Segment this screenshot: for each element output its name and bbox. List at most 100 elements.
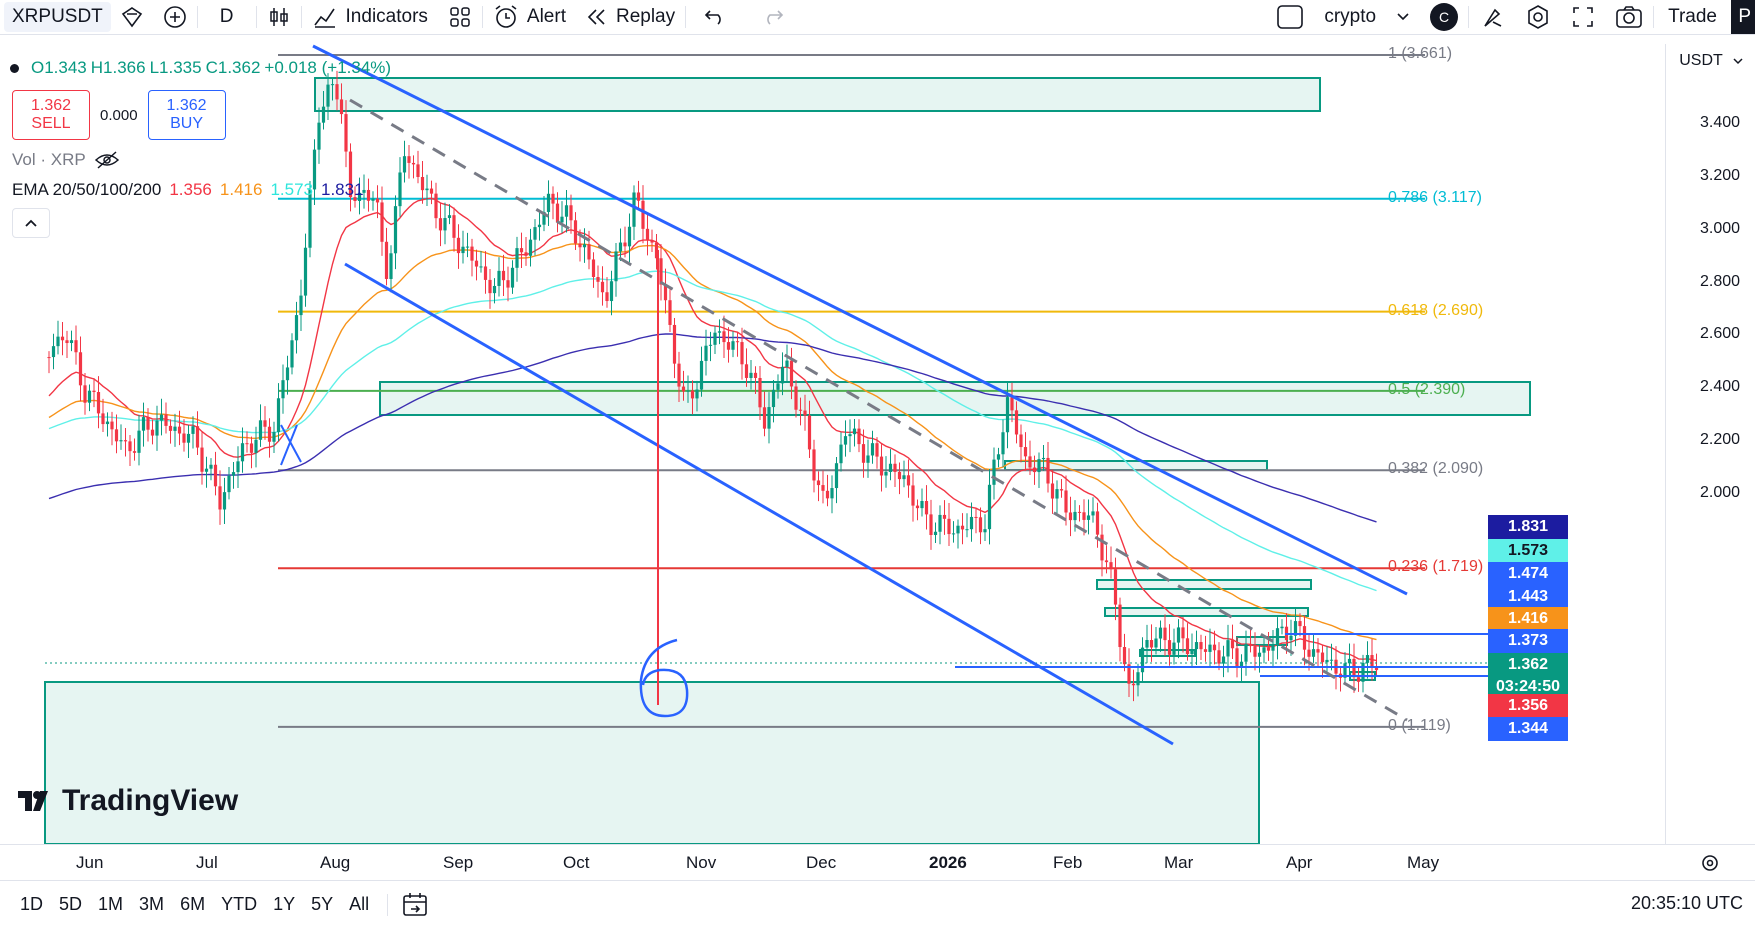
goto-date-button[interactable]: [388, 892, 442, 918]
tradingview-logo: TradingView: [16, 784, 238, 818]
replay-button[interactable]: Replay: [576, 0, 685, 34]
range-button-5d[interactable]: 5D: [59, 894, 83, 914]
candle-body: [834, 463, 839, 489]
candle-body: [618, 242, 623, 252]
chevron-down-icon[interactable]: [1386, 0, 1420, 34]
candle-body: [137, 430, 141, 453]
range-button-5y[interactable]: 5Y: [311, 894, 334, 914]
publish-button[interactable]: P: [1731, 0, 1755, 34]
time-axis-label: Aug: [320, 853, 351, 872]
range-button-1y[interactable]: 1Y: [273, 894, 296, 914]
add-symbol-button[interactable]: [153, 0, 197, 34]
candle-body: [276, 398, 281, 433]
interval-button[interactable]: D: [198, 0, 256, 34]
candle-body: [501, 270, 506, 281]
redo-button[interactable]: [744, 0, 802, 34]
candle-body: [1059, 489, 1064, 491]
candle-body: [870, 443, 875, 456]
candle-body: [1239, 661, 1244, 668]
price-axis[interactable]: USDT 3.400 3.200 3.000 2.800 2.600 2.400 2.200…: [1488, 44, 1755, 844]
indicators-icon: [313, 8, 335, 28]
candle-body: [681, 386, 686, 392]
settings-icon[interactable]: [1515, 0, 1561, 34]
candle-body: [713, 332, 717, 345]
support-resistance-zone: [1104, 607, 1309, 617]
buy-button[interactable]: 1.362 BUY: [147, 90, 226, 140]
range-button-6m[interactable]: 6M: [180, 894, 206, 914]
collapse-legend-button[interactable]: [12, 208, 50, 238]
candle-body: [690, 390, 695, 399]
candle-body: [1127, 664, 1131, 684]
range-button-ytd[interactable]: YTD: [221, 894, 258, 914]
layout-icon[interactable]: [1266, 0, 1314, 34]
axis-settings-button[interactable]: [1665, 844, 1755, 881]
indicators-button[interactable]: Indicators: [302, 0, 438, 34]
range-button-1d[interactable]: 1D: [20, 894, 44, 914]
candle-body: [321, 106, 326, 123]
candle-body: [420, 176, 425, 191]
candle-body: [582, 244, 587, 248]
range-button-1m[interactable]: 1M: [98, 894, 124, 914]
candle-body: [1262, 647, 1266, 653]
candle-body: [335, 84, 339, 100]
quick-search-icon[interactable]: [1469, 0, 1515, 34]
ema-legend[interactable]: EMA 20/50/100/200 1.356 1.416 1.573 1.83…: [12, 180, 364, 200]
time-axis[interactable]: Jun Jul Aug Sep Oct Nov Dec 2026 Feb Mar Apr May: [0, 844, 1665, 881]
candle-body: [978, 517, 983, 533]
chart-type-button[interactable]: [257, 0, 301, 34]
divider: [300, 6, 302, 28]
candle-body: [272, 432, 276, 442]
logo-text: TradingView: [62, 784, 239, 817]
candle-body: [150, 429, 155, 436]
buy-label: BUY: [170, 115, 203, 132]
candle-body: [1217, 650, 1221, 664]
range-button-all[interactable]: All: [349, 894, 370, 914]
alert-label: Alert: [526, 6, 566, 27]
volume-legend[interactable]: Vol · XRP: [12, 150, 120, 170]
candle-body: [816, 480, 821, 486]
fib-label: 0.382 (2.090): [1388, 460, 1484, 478]
candle-body: [1145, 640, 1149, 648]
price-tag: 1.443: [1488, 585, 1568, 609]
candle-body: [168, 425, 173, 431]
favorite-icon[interactable]: [111, 0, 153, 34]
candle-body: [227, 475, 231, 493]
layout-name-button[interactable]: crypto: [1314, 0, 1386, 34]
currency-selector[interactable]: USDT: [1666, 44, 1755, 78]
candle-body: [1086, 515, 1091, 520]
candle-body: [1122, 647, 1127, 665]
status-dot-icon: [10, 63, 19, 73]
time-axis-label: Mar: [1164, 853, 1194, 872]
chevron-down-icon: [1733, 58, 1743, 65]
price-tag: 1.573: [1488, 539, 1568, 563]
candle-body: [1226, 640, 1230, 657]
divider: [196, 6, 198, 28]
alert-button[interactable]: Alert: [483, 0, 576, 34]
candle-body: [1172, 642, 1176, 655]
range-button-3m[interactable]: 3M: [139, 894, 165, 914]
price-chart[interactable]: [0, 44, 1755, 844]
sell-button[interactable]: 1.362 SELL: [12, 90, 90, 140]
candle-body: [236, 461, 240, 473]
candle-body: [1253, 646, 1257, 657]
trade-button[interactable]: Trade: [1654, 0, 1731, 34]
utc-clock[interactable]: 20:35:10 UTC: [1630, 893, 1743, 913]
price-axis-label: 3.000: [1700, 219, 1741, 237]
candle-body: [866, 455, 870, 463]
candle-body: [650, 239, 654, 243]
candle-body: [483, 266, 488, 280]
publish-label: P: [1738, 6, 1751, 27]
symbol-search[interactable]: XRPUSDT: [4, 2, 111, 32]
templates-button[interactable]: [438, 0, 482, 34]
candle-body: [60, 336, 65, 341]
candle-body: [861, 444, 866, 463]
ema200-value: 1.831: [320, 180, 364, 199]
fullscreen-icon[interactable]: [1561, 0, 1605, 34]
candle-body: [348, 151, 353, 198]
candle-body: [1289, 635, 1293, 641]
camera-icon[interactable]: [1605, 0, 1653, 34]
undo-button[interactable]: [686, 0, 744, 34]
time-axis-label: Oct: [563, 853, 590, 872]
hidden-eye-icon[interactable]: [94, 150, 120, 170]
account-avatar[interactable]: C: [1420, 0, 1468, 34]
